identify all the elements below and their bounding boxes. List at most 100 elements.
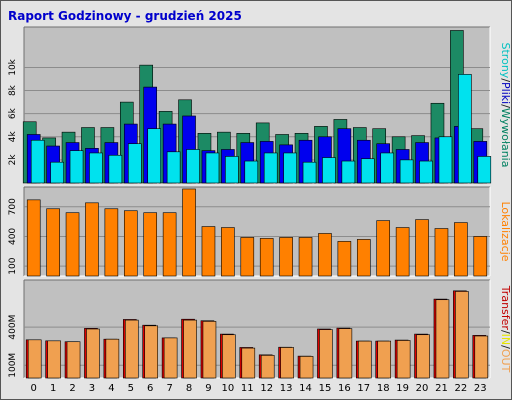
side-label-segment: / — [499, 104, 512, 108]
y-tick-label: 2k — [8, 154, 18, 166]
bar-top-s2-h14 — [302, 161, 317, 184]
side-label-segment: Strony — [499, 43, 512, 79]
bar-top-s2-h4 — [108, 154, 123, 184]
bar-top-s2-h12 — [263, 152, 278, 184]
y-tick-label: 4k — [8, 131, 18, 143]
bar-bot-s1-h6 — [144, 325, 159, 379]
bar-bot-s1-h5 — [124, 319, 139, 379]
bar-mid-s0-h10 — [221, 227, 235, 277]
bar-bot-s1-h1 — [47, 340, 61, 379]
x-tick-label: 0 — [31, 383, 37, 394]
y-tick-label: 10k — [8, 58, 18, 75]
bar-mid-s0-h5 — [123, 210, 138, 277]
side-label-segment: Wywołania — [499, 108, 512, 168]
bar-mid-s0-h20 — [415, 219, 429, 277]
side-label-segment: Pliki — [499, 82, 512, 104]
bar-top-s2-h2 — [69, 150, 84, 184]
bar-mid-s0-h0 — [26, 199, 41, 277]
panel-mid: 100 400 700 Lokalizacje — [8, 186, 512, 277]
bar-top-s2-h15 — [322, 157, 336, 184]
bar-bot-s1-h2 — [66, 341, 81, 379]
x-tick-label: 17 — [357, 383, 370, 394]
y-tick-label: 700 — [8, 198, 18, 215]
bar-mid-s0-h22 — [454, 222, 468, 277]
bar-mid-s0-h23 — [473, 236, 488, 277]
bar-top-s2-h10 — [225, 156, 239, 184]
bar-mid-s0-h21 — [434, 228, 449, 277]
bar-bot-s1-h14 — [299, 356, 314, 379]
panel-bot: 100M 400M Transfer/IN/OUT — [8, 279, 512, 379]
bar-top-s2-h23 — [477, 156, 492, 184]
bar-bot-s1-h17 — [357, 340, 372, 379]
bar-mid-s0-h4 — [104, 208, 119, 277]
chart-title: Raport Godzinowy - grudzień 2025 — [8, 9, 242, 23]
bar-mid-s0-h6 — [143, 212, 158, 277]
bar-bot-s1-h10 — [222, 334, 236, 379]
x-tick-label: 7 — [166, 383, 172, 394]
bar-top-s2-h6 — [147, 128, 162, 184]
bar-bot-s1-h15 — [319, 329, 333, 379]
bar-bot-s1-h7 — [163, 337, 178, 379]
x-tick-label: 20 — [416, 383, 429, 394]
x-tick-label: 22 — [455, 383, 468, 394]
y-tick-label: 100 — [8, 257, 18, 274]
bar-mid-s0-h2 — [65, 212, 80, 277]
bar-top-s2-h22 — [458, 74, 472, 184]
bar-top-s2-h7 — [166, 151, 181, 184]
bar-top-s2-h16 — [341, 160, 356, 184]
side-label-top: Strony/Pliki/Wywołania — [499, 43, 512, 168]
side-label-segment: Transfer — [499, 285, 512, 331]
side-label-segment: / — [499, 78, 512, 82]
bar-top-s2-h0 — [30, 139, 45, 184]
x-tick-label: 23 — [474, 383, 487, 394]
bar-bot-s1-h13 — [280, 347, 294, 379]
x-tick-label: 14 — [299, 383, 312, 394]
bar-mid-s0-h3 — [85, 202, 99, 277]
bar-top-s2-h17 — [360, 158, 375, 184]
side-label-segment: / — [499, 330, 512, 334]
y-tick-label: 400M — [8, 315, 18, 340]
x-tick-label: 6 — [147, 383, 153, 394]
x-tick-label: 4 — [108, 383, 114, 394]
x-tick-label: 5 — [128, 383, 134, 394]
x-tick-label: 2 — [69, 383, 75, 394]
x-axis-ticks: 0 1 2 3 4 5 6 7 8 9 10 11 12 13 14 15 16 17 18 19 20 21 22 23 — [31, 383, 487, 394]
bar-mid-s0-h13 — [279, 237, 293, 277]
bar-mid-s0-h15 — [318, 233, 332, 277]
bar-bot-s1-h0 — [27, 339, 42, 379]
x-tick-label: 11 — [241, 383, 254, 394]
bar-top-s2-h9 — [205, 152, 220, 184]
x-tick-label: 21 — [435, 383, 448, 394]
side-label-bot: Transfer/IN/OUT — [499, 285, 512, 373]
bar-top-s2-h20 — [419, 160, 433, 184]
bar-bot-s1-h16 — [338, 328, 353, 379]
x-tick-label: 8 — [186, 383, 192, 394]
bar-bot-s1-h4 — [105, 338, 120, 379]
x-tick-label: 16 — [338, 383, 351, 394]
plot-area — [24, 187, 490, 276]
bar-bot-s1-h12 — [260, 355, 275, 379]
bar-bot-s1-h19 — [396, 340, 411, 379]
bar-bot-s1-h11 — [241, 347, 256, 379]
x-tick-label: 1 — [50, 383, 56, 394]
bar-top-s2-h8 — [186, 149, 200, 184]
bar-bot-s1-h21 — [435, 299, 450, 379]
side-label-mid: Lokalizacje — [499, 201, 512, 261]
bar-top-s2-h3 — [89, 152, 103, 184]
bar-mid-s0-h16 — [337, 241, 352, 277]
y-tick-label: 100M — [8, 353, 18, 378]
bar-bot-s1-h22 — [455, 291, 469, 379]
bar-top-s2-h19 — [399, 159, 414, 184]
bar-top-s2-h18 — [380, 152, 395, 184]
y-tick-label: 6k — [8, 107, 18, 119]
bar-top-s2-h11 — [244, 160, 259, 184]
bar-mid-s0-h11 — [240, 237, 255, 277]
x-tick-label: 3 — [89, 383, 95, 394]
x-tick-label: 12 — [260, 383, 273, 394]
bar-top-s2-h5 — [127, 143, 142, 184]
bar-mid-s0-h18 — [376, 220, 391, 277]
bar-bot-s1-h3 — [86, 328, 100, 379]
